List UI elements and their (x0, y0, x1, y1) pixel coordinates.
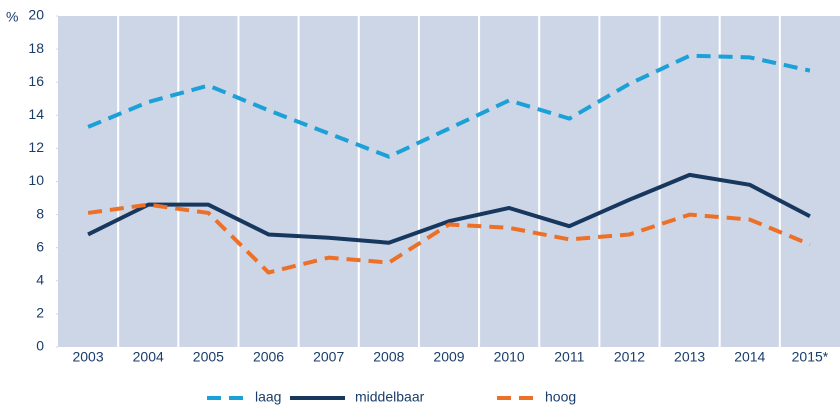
x-tick-label: 2005 (193, 349, 224, 365)
y-tick-label: 18 (28, 40, 44, 56)
y-tick-label: 10 (28, 172, 44, 188)
y-axis-label: % (6, 9, 18, 25)
y-tick-label: 12 (28, 139, 44, 155)
x-tick-label: 2008 (373, 349, 404, 365)
x-tick-label: 2006 (253, 349, 284, 365)
y-tick-label: 16 (28, 73, 44, 89)
y-tick-label: 0 (36, 338, 44, 354)
y-tick-label: 14 (28, 106, 44, 122)
x-tick-label: 2003 (72, 349, 103, 365)
x-tick-label: 2013 (674, 349, 705, 365)
x-tick-label: 2012 (614, 349, 645, 365)
y-tick-label: 6 (36, 238, 44, 254)
line-series (87, 202, 811, 275)
x-tick-label: 2004 (133, 349, 164, 365)
legend-label: laag (255, 389, 281, 405)
x-tick-label: 2010 (494, 349, 525, 365)
y-tick-label: 20 (28, 7, 44, 23)
y-tick-label: 4 (36, 272, 44, 288)
plot-background (58, 16, 840, 347)
y-tick-label: 8 (36, 205, 44, 221)
x-tick-label: 2007 (313, 349, 344, 365)
legend-label: middelbaar (355, 389, 425, 405)
legend-label: hoog (545, 389, 576, 405)
line-series (87, 53, 811, 159)
x-tick-label: 2015* (792, 349, 829, 365)
x-tick-label: 2011 (554, 349, 584, 365)
x-tick-label: 2009 (433, 349, 464, 365)
x-tick-label: 2014 (734, 349, 765, 365)
y-tick-label: 2 (36, 305, 44, 321)
line-series (87, 172, 811, 245)
